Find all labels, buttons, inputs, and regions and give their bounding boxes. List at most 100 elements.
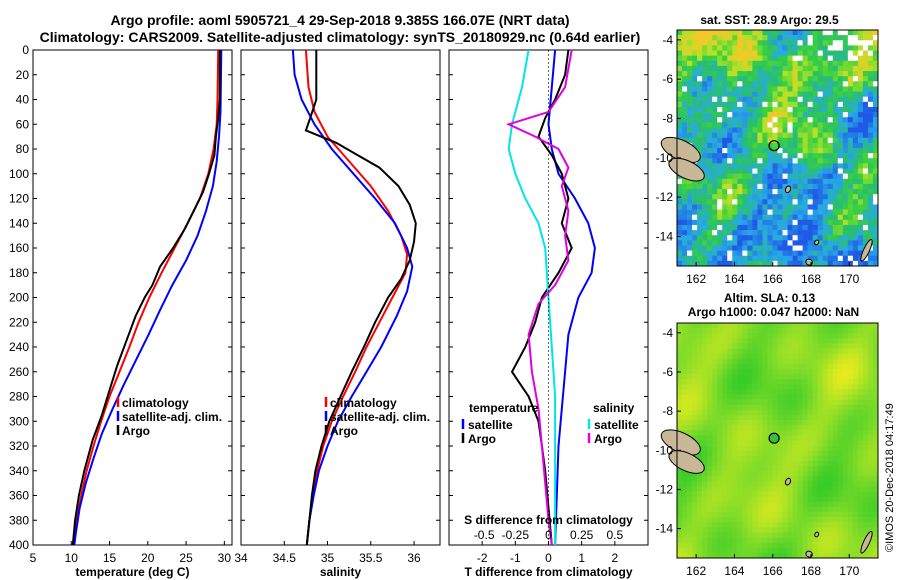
map-cell xyxy=(867,219,874,226)
map-cell xyxy=(852,450,859,457)
map-cell xyxy=(737,394,743,400)
map-cell xyxy=(717,50,723,56)
map-cell xyxy=(827,137,834,144)
map-cell xyxy=(762,194,768,200)
map-cell xyxy=(712,323,718,329)
map-cell xyxy=(747,255,753,262)
map-cell xyxy=(682,481,688,487)
map-cell xyxy=(847,506,854,513)
map-cell xyxy=(817,481,824,487)
map-cell xyxy=(817,250,824,257)
map-cell xyxy=(817,122,824,128)
map-cell xyxy=(787,60,793,67)
map-cell xyxy=(747,389,753,395)
map-cell xyxy=(712,91,718,97)
map-cell xyxy=(697,50,703,56)
map-cell xyxy=(712,466,718,472)
map-cell xyxy=(717,527,723,533)
map-cell xyxy=(717,445,723,452)
map-cell xyxy=(752,209,758,215)
map-cell xyxy=(852,522,859,528)
map-cell xyxy=(772,486,778,492)
map-cell xyxy=(837,137,844,144)
map-cell xyxy=(827,404,834,411)
map-cell xyxy=(867,230,874,236)
map-cell xyxy=(762,71,768,77)
map-cell xyxy=(797,328,803,334)
map-cell xyxy=(797,142,803,149)
map-cell xyxy=(787,250,793,257)
map-cell xyxy=(862,389,869,395)
map-cell xyxy=(702,60,708,67)
map-cell xyxy=(762,476,768,482)
map-cell xyxy=(812,466,818,472)
map-cell xyxy=(842,517,849,523)
map-cell xyxy=(797,173,803,180)
map-cell xyxy=(802,91,808,97)
map-cell xyxy=(702,368,708,375)
map-cell xyxy=(782,117,788,123)
map-cell xyxy=(682,328,688,334)
map-cell xyxy=(742,501,748,508)
map-cell xyxy=(687,522,693,528)
map-cell xyxy=(797,542,803,549)
map-cell xyxy=(867,81,874,87)
map-cell xyxy=(717,368,723,375)
map-cell xyxy=(807,35,813,41)
map-cell xyxy=(747,122,753,128)
map-cell xyxy=(862,137,869,144)
map-cell xyxy=(837,527,844,533)
map-cell xyxy=(837,158,844,164)
map-cell xyxy=(807,60,813,67)
map-cell xyxy=(752,60,758,67)
map-cell xyxy=(752,399,758,406)
map-cell xyxy=(827,30,834,36)
map-cell xyxy=(742,255,748,262)
map-cell xyxy=(742,414,748,421)
map-cell xyxy=(732,112,738,118)
map-cell xyxy=(742,460,748,467)
map-cell xyxy=(742,194,748,200)
map-cell xyxy=(687,471,693,477)
map-cell xyxy=(787,240,793,246)
map-cell xyxy=(677,199,683,205)
map-cell xyxy=(742,547,748,554)
map-cell xyxy=(792,333,798,339)
map-cell xyxy=(822,379,829,385)
map-cell xyxy=(732,379,738,385)
map-cell xyxy=(847,127,854,133)
map-cell xyxy=(867,168,874,174)
map-cell xyxy=(817,455,824,462)
map-frame xyxy=(676,29,879,267)
map-cell xyxy=(742,363,748,370)
map-cell xyxy=(797,86,803,92)
x2-tick-label: -0.5 xyxy=(474,528,495,542)
map-cell xyxy=(752,76,758,82)
map-cell xyxy=(747,476,753,482)
map-cell xyxy=(802,420,808,426)
map-cell xyxy=(787,235,793,241)
map-cell xyxy=(792,537,798,543)
map-cell xyxy=(777,163,783,169)
map-cell xyxy=(872,219,879,226)
map-cell xyxy=(717,189,723,195)
map-cell xyxy=(862,471,869,477)
map-cell xyxy=(692,420,698,426)
map-cell xyxy=(852,353,859,360)
map-cell xyxy=(682,374,688,380)
map-cell xyxy=(787,460,793,467)
map-cell xyxy=(812,45,818,51)
map-cell xyxy=(867,323,874,329)
map-cell xyxy=(727,30,733,36)
x-tick-label: 2 xyxy=(611,551,618,565)
map-cell xyxy=(807,112,813,118)
map-cell xyxy=(862,420,869,426)
map-cell xyxy=(757,409,763,416)
map-cell xyxy=(787,153,793,159)
map-cell xyxy=(827,399,834,406)
map-cell xyxy=(762,178,768,185)
map-cell xyxy=(862,45,869,51)
map-cell xyxy=(687,76,693,82)
map-cell xyxy=(742,142,748,149)
map-cell xyxy=(872,101,879,108)
